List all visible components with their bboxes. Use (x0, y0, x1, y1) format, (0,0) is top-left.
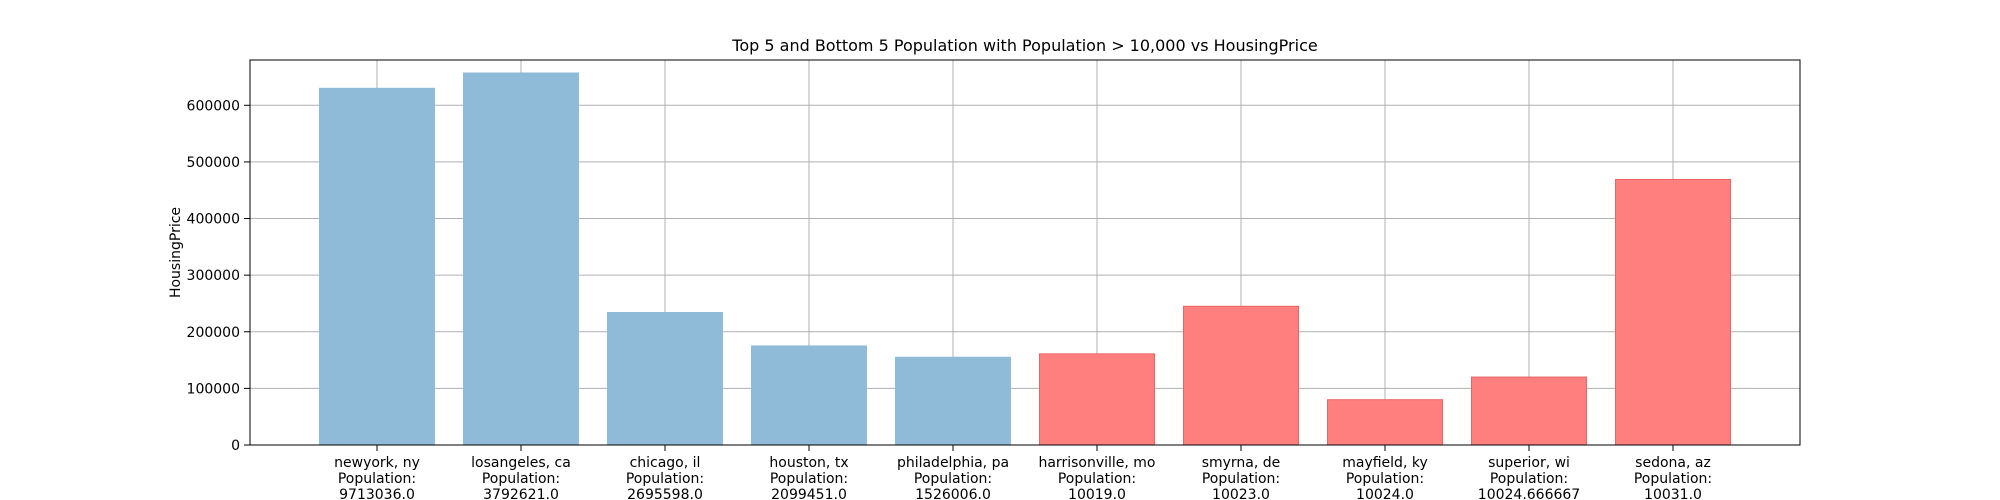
x-tick-label-line: superior, wi (1488, 455, 1570, 471)
x-tick-label-line: 10024.666667 (1478, 487, 1580, 500)
y-tick-label: 0 (231, 438, 240, 454)
x-tick-label: newyork, ny Population: 9713036.0 (334, 455, 420, 500)
x-tick-label-line: 10031.0 (1644, 487, 1702, 500)
x-tick-label-line: Population: (1490, 471, 1568, 487)
y-tick-label: 100000 (187, 381, 240, 397)
x-tick-label-line: smyrna, de (1202, 455, 1281, 471)
y-tick-label: 200000 (187, 325, 240, 341)
chart-title: Top 5 and Bottom 5 Population with Popul… (731, 36, 1317, 55)
x-tick-label: losangeles, ca Population: 3792621.0 (471, 455, 571, 500)
bar (1615, 178, 1731, 446)
bar (751, 345, 867, 446)
bar (1327, 399, 1443, 446)
x-tick-label: superior, wi Population: 10024.666667 (1478, 455, 1580, 500)
x-tick-label-line: Population: (1202, 471, 1280, 487)
y-tick-label: 400000 (187, 212, 240, 228)
x-tick-label-line: Population: (914, 471, 992, 487)
plot-frame (249, 59, 1801, 446)
x-tick-label-line: Population: (770, 471, 848, 487)
x-tick-label-line: mayfield, ky (1342, 455, 1428, 471)
x-tick-label-line: losangeles, ca (471, 455, 571, 471)
x-tick-label: philadelphia, pa Population: 1526006.0 (897, 455, 1009, 500)
y-axis-label: HousingPrice (168, 207, 184, 298)
x-tick-label-line: 10019.0 (1068, 487, 1126, 500)
tick-labels: 0 100000 200000 300000 400000 500000 600000 new… (187, 98, 1713, 500)
x-tick-label: harrisonville, mo Population: 10019.0 (1038, 455, 1155, 500)
x-tick-label-line: 10024.0 (1356, 487, 1414, 500)
y-tick-label: 600000 (187, 98, 240, 114)
bars (319, 72, 1731, 446)
x-tick-label-line: sedona, az (1635, 455, 1711, 471)
x-tick-label-line: 3792621.0 (483, 487, 559, 500)
bar (1039, 353, 1155, 446)
x-tick-label-line: Population: (1634, 471, 1712, 487)
x-tick-label-line: harrisonville, mo (1038, 455, 1155, 471)
x-tick-label-line: 2099451.0 (771, 487, 847, 500)
bar (463, 72, 579, 446)
x-tick-label-line: newyork, ny (334, 455, 420, 471)
x-tick-label: mayfield, ky Population: 10024.0 (1342, 455, 1428, 500)
x-tick-label-line: Population: (338, 471, 416, 487)
y-tick-label: 300000 (187, 268, 240, 284)
x-tick-label-line: 9713036.0 (339, 487, 415, 500)
x-tick-label-line: houston, tx (769, 455, 848, 471)
x-tick-label-line: Population: (1058, 471, 1136, 487)
x-tick-label-line: philadelphia, pa (897, 455, 1009, 471)
x-tick-label-line: 10023.0 (1212, 487, 1270, 500)
x-tick-label: houston, tx Population: 2099451.0 (769, 455, 848, 500)
x-tick-label-line: Population: (626, 471, 704, 487)
x-tick-label-line: chicago, il (630, 455, 701, 471)
x-tick-label-line: Population: (482, 471, 560, 487)
x-tick-label-line: 1526006.0 (915, 487, 991, 500)
y-tick-label: 500000 (187, 155, 240, 171)
x-tick-label-line: Population: (1346, 471, 1424, 487)
x-tick-label: chicago, il Population: 2695598.0 (626, 455, 704, 500)
bar (607, 312, 723, 446)
x-tick-label: smyrna, de Population: 10023.0 (1202, 455, 1281, 500)
x-tick-label-line: 2695598.0 (627, 487, 703, 500)
bar (895, 356, 1011, 446)
axes (244, 59, 1801, 451)
bar (319, 87, 435, 446)
bar (1471, 376, 1587, 446)
x-tick-label: sedona, az Population: 10031.0 (1634, 455, 1712, 500)
bar (1183, 305, 1299, 446)
